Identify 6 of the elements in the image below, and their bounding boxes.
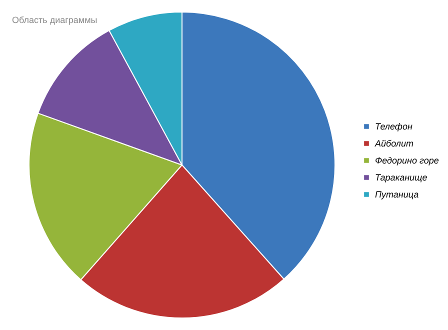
legend-label: Путаница [375, 190, 419, 200]
legend-label: Тараканище [375, 172, 428, 182]
legend-label: Телефон [375, 122, 413, 132]
text: Область диаграммы [12, 15, 98, 25]
legend-label: Айболит [374, 138, 414, 148]
legend-label: Федорино горе [375, 156, 439, 166]
